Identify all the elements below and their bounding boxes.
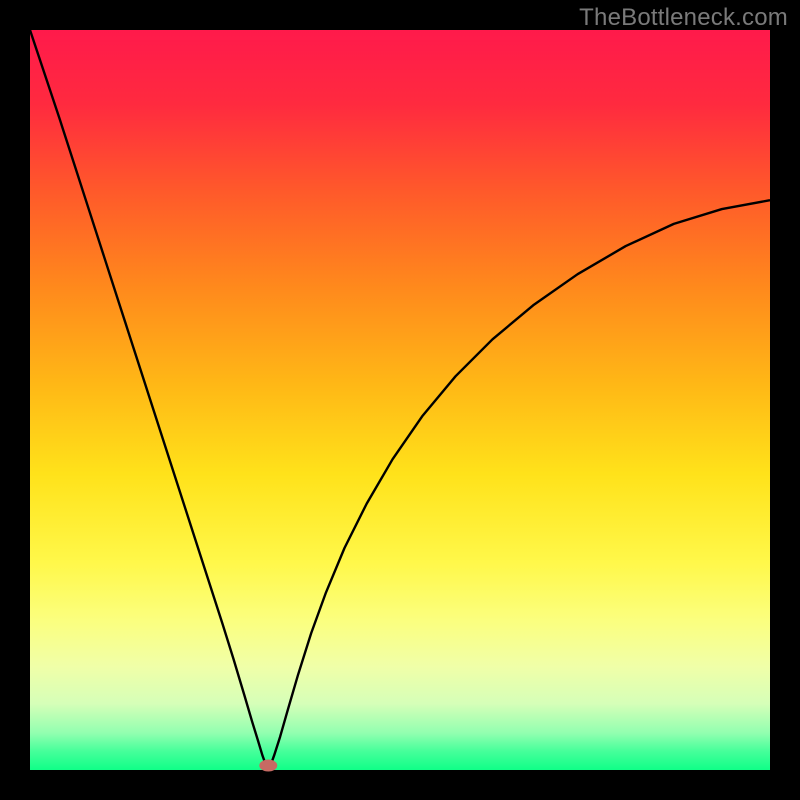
bottleneck-chart [0, 0, 800, 800]
gradient-background [30, 30, 770, 770]
watermark-text: TheBottleneck.com [579, 4, 788, 32]
dip-marker [259, 760, 277, 772]
